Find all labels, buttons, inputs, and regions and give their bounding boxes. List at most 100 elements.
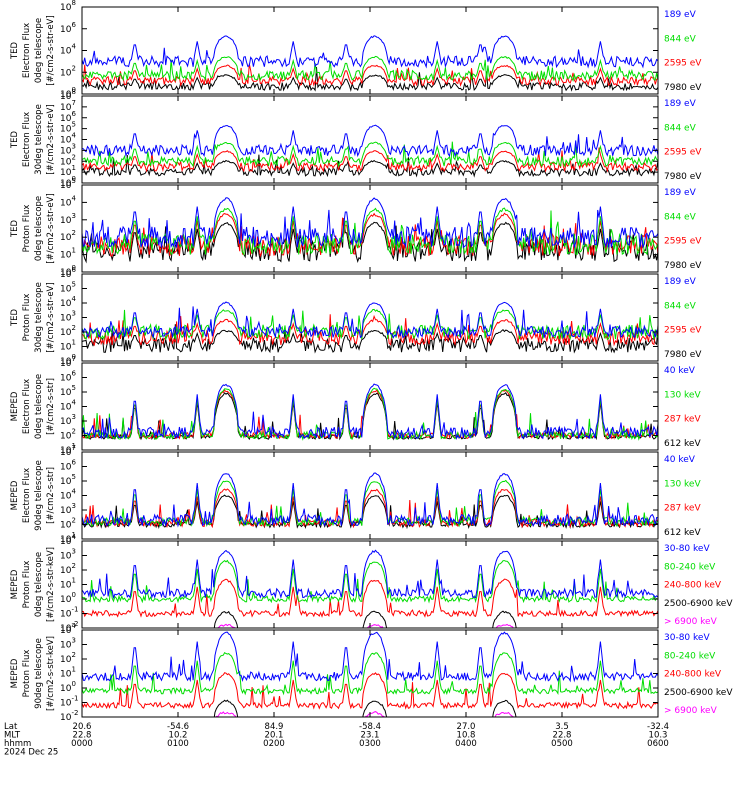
y-axis-label-line: MEPED bbox=[10, 569, 20, 599]
y-tick-label: 100 bbox=[60, 591, 76, 605]
series-2500-6900-kev bbox=[213, 610, 517, 628]
panel-frame bbox=[81, 95, 659, 184]
time-tick-hhmm: 0400 bbox=[455, 739, 477, 749]
panel-8-traces bbox=[82, 631, 658, 717]
series-2595-ev bbox=[82, 147, 658, 173]
panel-4-traces bbox=[82, 301, 658, 354]
legend-entry: 2595 eV bbox=[664, 59, 702, 69]
series-240-800-kev bbox=[82, 578, 658, 619]
y-tick-label: 100 bbox=[60, 680, 76, 694]
time-tick-lat: 84.9 bbox=[265, 722, 284, 732]
y-axis-label-line: MEPED bbox=[10, 658, 20, 688]
y-tick-label: 104 bbox=[60, 194, 76, 208]
series-189-ev bbox=[82, 35, 658, 69]
y-axis-label-line: Electron Flux bbox=[22, 468, 32, 523]
y-tick-label: 102 bbox=[60, 324, 76, 338]
y-axis-label-line: 30deg telescope bbox=[34, 282, 44, 353]
legend-entry: 80-240 keV bbox=[664, 651, 716, 661]
legend-entry: 30-80 keV bbox=[664, 633, 710, 643]
y-axis-label: TED Proton Flux 30deg telescope [#/cm2-s-st… bbox=[10, 282, 56, 353]
legend-entry: 2595 eV bbox=[664, 326, 702, 336]
series-2595-ev bbox=[82, 212, 658, 258]
y-axis-label: TED Proton Flux 0deg telescope [#/cm2-s-str… bbox=[10, 193, 56, 263]
y-tick-label: 108 bbox=[60, 0, 76, 13]
time-row-label: MLT bbox=[4, 731, 21, 741]
series-189-ev bbox=[82, 124, 658, 158]
panel-2-traces bbox=[82, 124, 658, 178]
y-tick-label: 103 bbox=[60, 413, 76, 427]
legend-entry: 7980 eV bbox=[664, 261, 702, 271]
legend-entry: 2595 eV bbox=[664, 237, 702, 247]
time-tick-lat: 3.5 bbox=[555, 722, 569, 732]
y-axis-label-line: TED bbox=[10, 219, 20, 238]
y-tick-label: 106 bbox=[60, 459, 76, 473]
y-axis-label-line: [#/cm2-s-str-eV] bbox=[46, 282, 56, 352]
legend-entry: 240-800 keV bbox=[664, 670, 722, 680]
legend-entry: 40 keV bbox=[664, 455, 696, 465]
y-tick-label: 105 bbox=[60, 473, 76, 487]
legend-entry: 189 eV bbox=[664, 277, 697, 287]
y-tick-label: 102 bbox=[60, 651, 76, 665]
time-tick-mlt: 10.3 bbox=[649, 731, 668, 741]
legend-entry: 130 keV bbox=[664, 479, 701, 489]
y-axis-label-line: [#/cm2-s-str-keV] bbox=[46, 636, 56, 711]
y-axis-label-line: [#/cm2-s-str-eV] bbox=[46, 193, 56, 263]
y-tick-label: 105 bbox=[60, 281, 76, 295]
legend-entry: 189 eV bbox=[664, 10, 697, 20]
panel-6-traces bbox=[82, 472, 658, 530]
y-axis-label-line: [#/cm2-s-str-keV] bbox=[46, 547, 56, 622]
legend-entry: 7980 eV bbox=[664, 350, 702, 360]
time-tick-mlt: 22.8 bbox=[73, 731, 92, 741]
y-axis-label-line: Proton Flux bbox=[22, 294, 32, 342]
legend-entry: 240-800 keV bbox=[664, 581, 722, 591]
y-tick-label: 101 bbox=[60, 666, 76, 680]
legend-entry: > 6900 keV bbox=[664, 706, 718, 716]
time-tick-mlt: 10.2 bbox=[169, 731, 188, 741]
panel-frame bbox=[81, 184, 659, 273]
y-axis-label-line: 0deg telescope bbox=[34, 196, 44, 261]
y-tick-label: 102 bbox=[60, 229, 76, 243]
y-tick-label: 103 bbox=[60, 548, 76, 562]
time-tick-mlt: 10.8 bbox=[457, 731, 476, 741]
y-axis-label-line: 90deg telescope bbox=[34, 460, 44, 531]
time-tick-mlt: 20.1 bbox=[265, 731, 284, 741]
series-844-ev bbox=[82, 207, 658, 257]
series-2500-6900-kev bbox=[213, 699, 517, 717]
time-tick-lat: 27.0 bbox=[457, 722, 476, 732]
panel-frame bbox=[81, 629, 659, 718]
y-tick-label: 102 bbox=[60, 428, 76, 442]
series-7980-ev bbox=[82, 154, 658, 178]
y-axis-label-line: TED bbox=[10, 308, 20, 327]
series-80-240-kev bbox=[82, 652, 658, 696]
y-axis-label-line: 30deg telescope bbox=[34, 104, 44, 175]
date-label: 2024 Dec 25 bbox=[4, 748, 58, 758]
series-189-ev bbox=[82, 301, 658, 340]
legend-entry: > 6900 keV bbox=[664, 617, 718, 627]
y-tick-label: 102 bbox=[60, 64, 76, 78]
legend-entry: 30-80 keV bbox=[664, 544, 710, 554]
y-tick-label: 103 bbox=[60, 637, 76, 651]
series-40-kev bbox=[82, 383, 658, 440]
flux-panels: 100 102 104 106 108 TED Electron Flux 0deg tele… bbox=[10, 0, 733, 723]
y-tick-label: 103 bbox=[60, 310, 76, 324]
y-axis-label-line: [#/cm2-s-str-eV] bbox=[46, 104, 56, 174]
y-tick-label: 106 bbox=[60, 21, 76, 35]
time-tick-hhmm: 0000 bbox=[71, 739, 93, 749]
y-axis-label-line: [#/cm2-s-str] bbox=[46, 467, 56, 524]
series-189-ev bbox=[82, 197, 658, 249]
y-axis-label-line: TED bbox=[10, 130, 20, 149]
y-axis-label-line: [#/cm2-s-str-eV] bbox=[46, 15, 56, 85]
y-tick-label: 101 bbox=[60, 339, 76, 353]
y-tick-label: 105 bbox=[60, 384, 76, 398]
y-tick-label: 102 bbox=[60, 517, 76, 531]
panel-5-traces bbox=[82, 383, 658, 441]
series-7980-ev bbox=[82, 324, 658, 354]
y-tick-label: 104 bbox=[60, 399, 76, 413]
y-axis-label: MEPED Electron Flux 0deg telescope [#/cm2-s… bbox=[10, 374, 56, 439]
